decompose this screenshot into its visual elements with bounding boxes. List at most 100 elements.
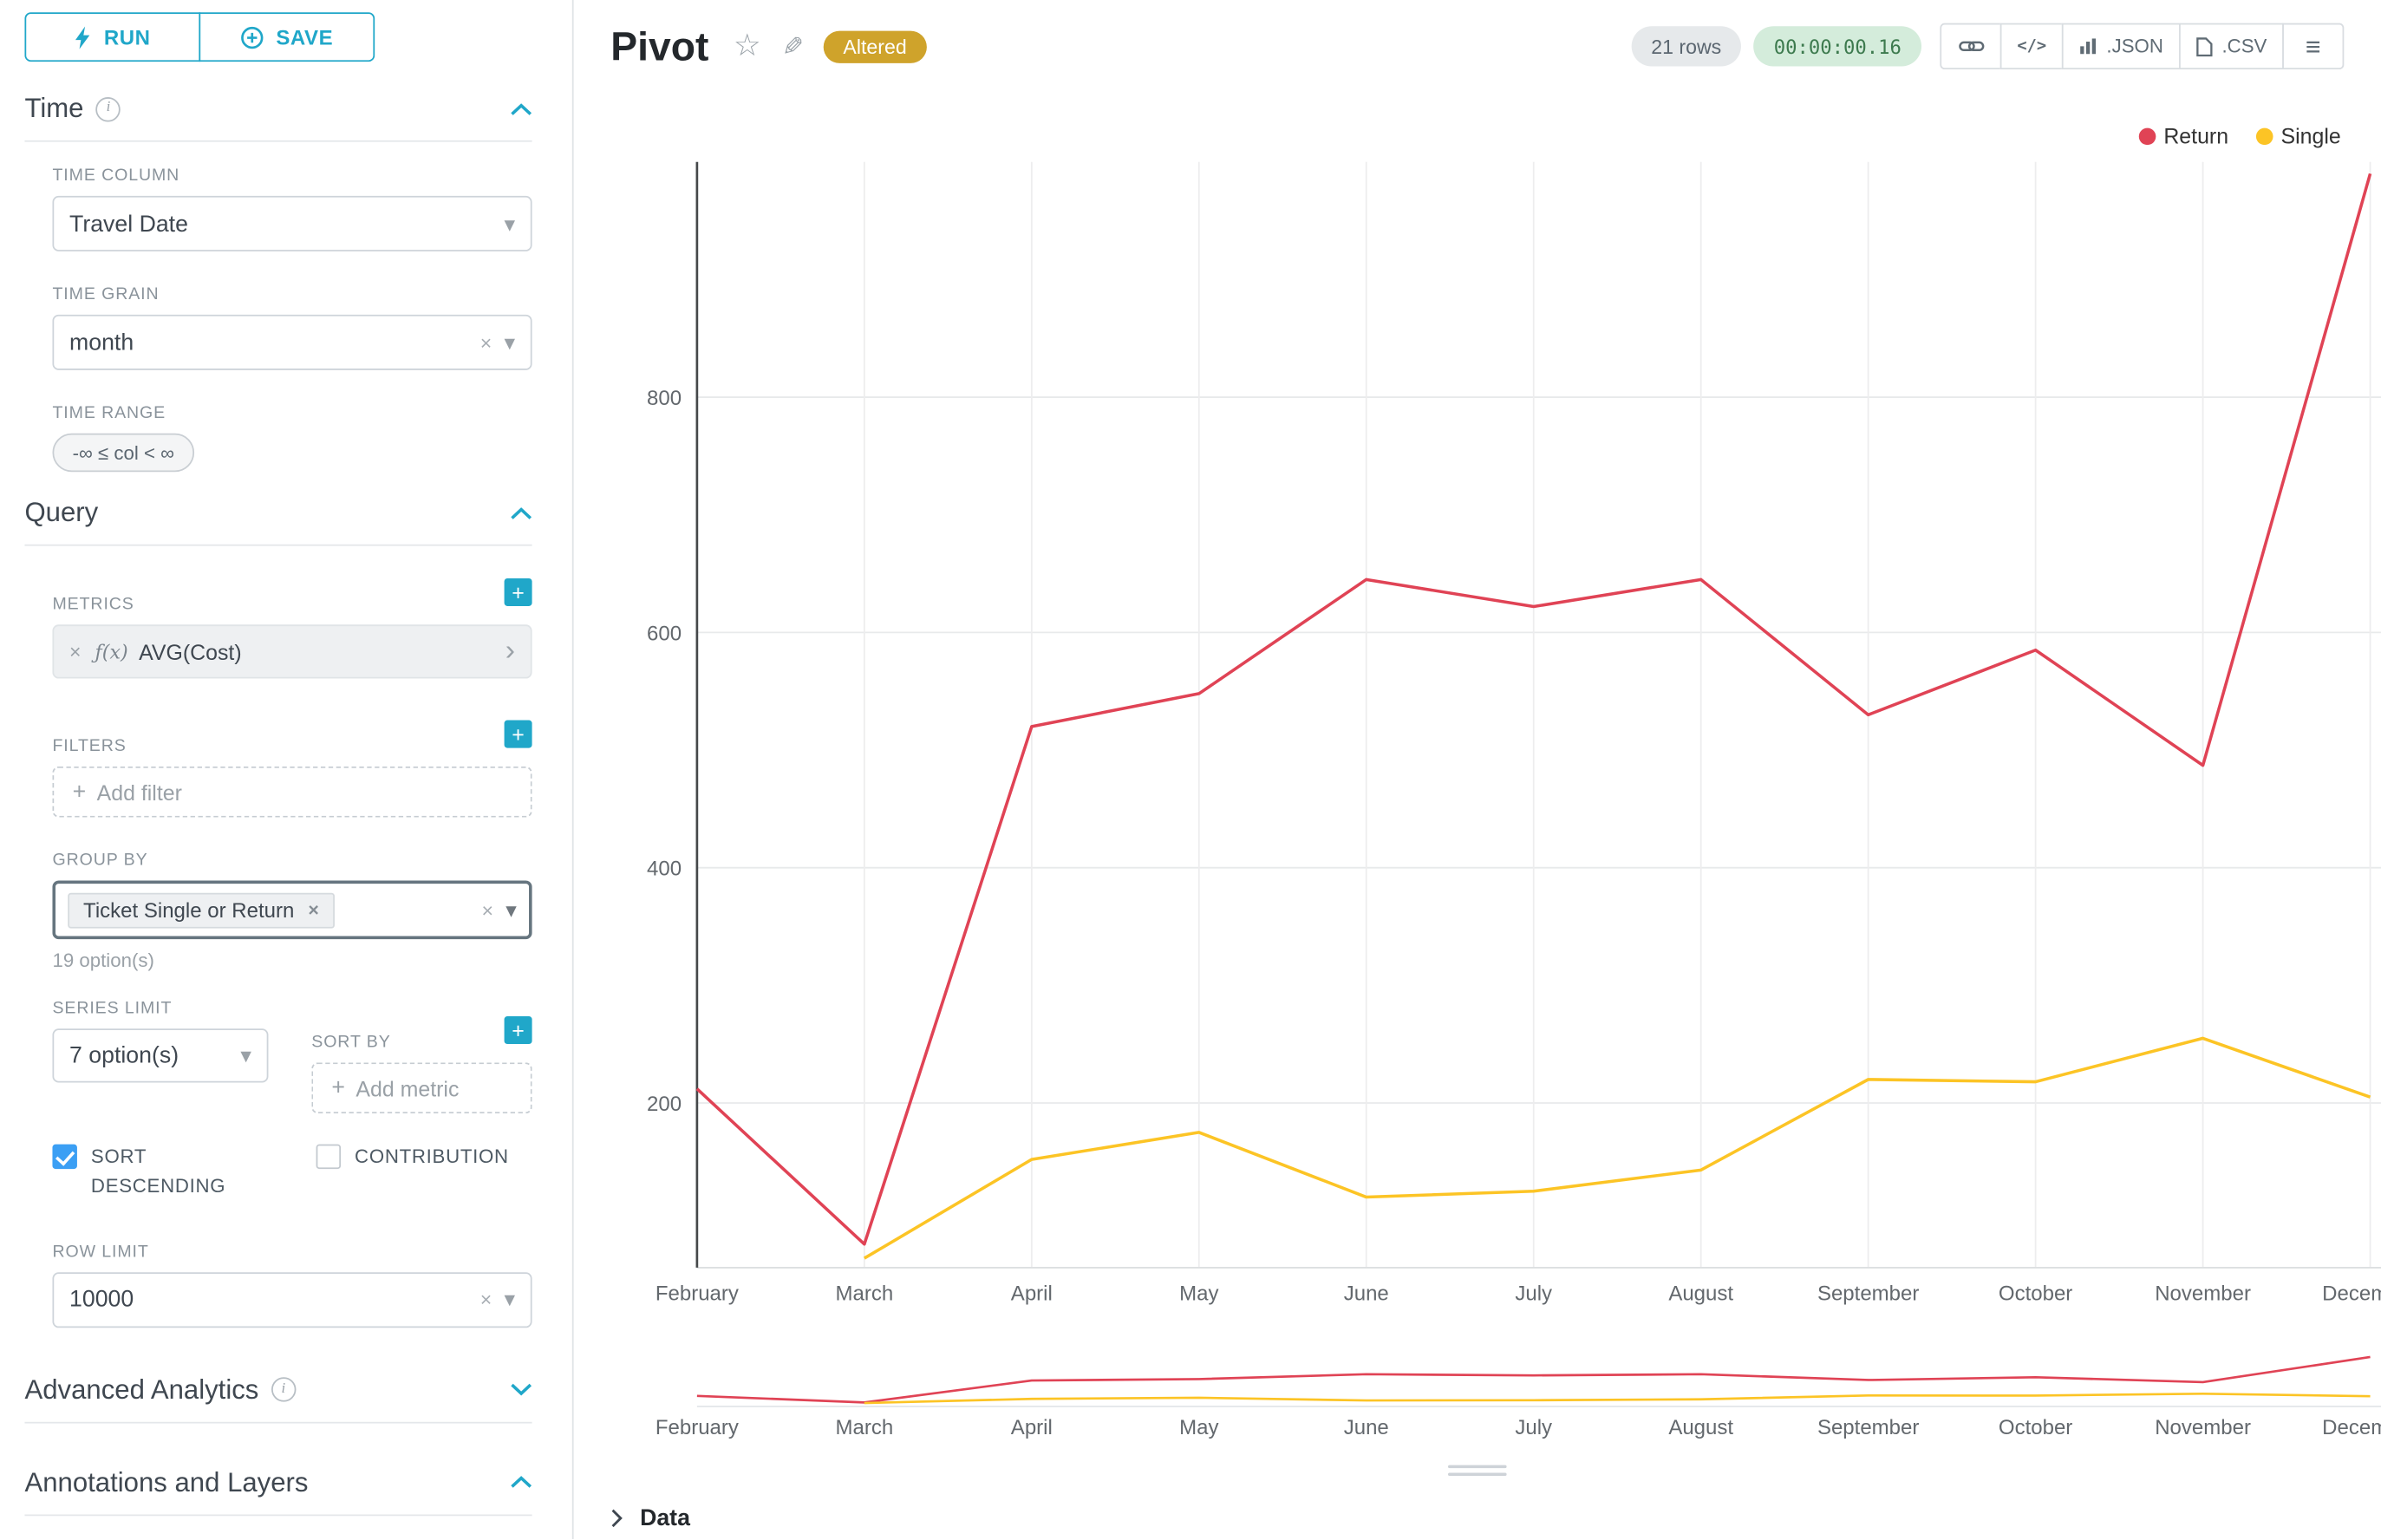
export-json-button[interactable]: .JSON	[2061, 23, 2181, 70]
fx-icon: ƒ(x)	[95, 640, 128, 663]
query-section-header[interactable]: Query	[24, 472, 532, 546]
chevron-right-icon[interactable]: ›	[505, 635, 516, 669]
resize-handle[interactable]	[1448, 1458, 1507, 1482]
add-sort-metric-placeholder: Add metric	[356, 1075, 460, 1100]
svg-text:400: 400	[647, 858, 682, 881]
chevron-up-icon[interactable]	[511, 102, 532, 115]
svg-text:October: October	[1999, 1282, 2072, 1305]
advanced-analytics-title: Advanced Analytics	[24, 1374, 259, 1405]
svg-text:July: July	[1515, 1282, 1552, 1305]
csv-label: .CSV	[2221, 35, 2267, 57]
sort-descending-option[interactable]: SORT DESCENDING	[52, 1143, 245, 1203]
edit-properties-icon[interactable]: ✎	[780, 31, 804, 62]
svg-text:August: August	[1668, 1282, 1733, 1305]
svg-text:December: December	[2322, 1282, 2381, 1305]
favorite-star-icon[interactable]: ☆	[733, 29, 761, 63]
contribution-checkbox[interactable]	[316, 1144, 342, 1170]
svg-text:November: November	[2155, 1282, 2251, 1305]
time-column-select[interactable]: Travel Date ▾	[52, 195, 532, 251]
chart-panel: Pivot ☆ ✎ Altered 21 rows 00:00:00.16 </…	[574, 0, 2381, 1539]
caret-down-icon: ▾	[504, 1286, 516, 1312]
altered-badge: Altered	[823, 29, 927, 63]
document-icon	[2195, 36, 2213, 56]
add-filter-field[interactable]: + Add filter	[52, 766, 532, 818]
query-controls: METRICS + × ƒ(x) AVG(Cost) › FILTERS + +…	[0, 571, 572, 1328]
svg-text:November: November	[2155, 1416, 2251, 1439]
time-column-label: TIME COLUMN	[52, 166, 180, 186]
time-section-header[interactable]: Time i	[24, 68, 532, 142]
lightning-icon	[75, 25, 91, 49]
series-limit-select[interactable]: 7 option(s) ▾	[52, 1028, 269, 1083]
chart-area[interactable]: Return Single 200 400 600 800 February March A…	[574, 93, 2381, 1450]
metric-value: AVG(Cost)	[139, 639, 242, 664]
action-buttons: RUN SAVE	[24, 12, 571, 62]
contribution-option[interactable]: CONTRIBUTION	[316, 1143, 509, 1203]
add-sort-metric-field[interactable]: + Add metric	[311, 1062, 532, 1114]
data-panel-label: Data	[640, 1504, 690, 1532]
time-column-value: Travel Date	[69, 210, 188, 237]
save-button[interactable]: SAVE	[199, 12, 375, 62]
row-limit-label: ROW LIMIT	[52, 1243, 149, 1262]
contribution-label: CONTRIBUTION	[355, 1145, 509, 1168]
query-section-title: Query	[24, 496, 99, 528]
sort-descending-checkbox[interactable]	[52, 1144, 77, 1170]
annotations-section-title: Annotations and Layers	[24, 1465, 309, 1498]
run-button[interactable]: RUN	[24, 12, 201, 62]
run-label: RUN	[103, 25, 151, 49]
add-sort-metric-button[interactable]: +	[504, 1016, 532, 1045]
svg-text:April: April	[1011, 1282, 1053, 1305]
info-icon: i	[271, 1377, 297, 1403]
group-by-chip-label: Ticket Single or Return	[83, 897, 295, 922]
add-filter-placeholder: Add filter	[96, 780, 182, 805]
embed-code-button[interactable]: </>	[1999, 23, 2064, 70]
clear-icon[interactable]: ×	[479, 330, 493, 355]
json-label: .JSON	[2106, 35, 2163, 57]
share-link-button[interactable]	[1940, 23, 2002, 70]
export-button-group: </> .JSON .CSV ≡	[1940, 23, 2345, 70]
add-filter-button[interactable]: +	[504, 720, 532, 748]
time-range-label: TIME RANGE	[52, 403, 166, 423]
chevron-down-icon[interactable]	[511, 1384, 532, 1396]
chevron-up-icon[interactable]	[511, 1476, 532, 1489]
info-icon: i	[95, 96, 121, 121]
group-by-label: GROUP BY	[52, 851, 148, 871]
svg-text:May: May	[1179, 1282, 1218, 1305]
metric-chip[interactable]: × ƒ(x) AVG(Cost) ›	[52, 624, 532, 679]
svg-text:September: September	[1817, 1416, 1919, 1439]
chevron-right-icon	[611, 1509, 623, 1528]
export-csv-button[interactable]: .CSV	[2178, 23, 2284, 70]
annotations-section-header[interactable]: Annotations and Layers	[24, 1441, 532, 1516]
save-label: SAVE	[276, 25, 334, 49]
series-limit-label: SERIES LIMIT	[52, 999, 173, 1018]
line-chart[interactable]: 200 400 600 800 February March April May June Jul…	[574, 93, 2381, 1450]
row-limit-value: 10000	[69, 1286, 134, 1313]
time-range-pill[interactable]: -∞ ≤ col < ∞	[52, 433, 195, 473]
caret-down-icon: ▾	[504, 210, 516, 236]
clear-icon[interactable]: ×	[481, 897, 494, 922]
time-controls: TIME COLUMN Travel Date ▾ TIME GRAIN mon…	[0, 166, 572, 473]
group-by-chip[interactable]: Ticket Single or Return ×	[68, 891, 335, 928]
time-grain-select[interactable]: month × ▾	[52, 314, 532, 370]
svg-text:June: June	[1344, 1416, 1389, 1439]
chevron-up-icon[interactable]	[511, 506, 532, 519]
advanced-analytics-header[interactable]: Advanced Analytics i	[24, 1349, 532, 1424]
add-metric-button[interactable]: +	[504, 578, 532, 606]
remove-metric-icon[interactable]: ×	[69, 640, 82, 663]
legend-label-return: Return	[2163, 123, 2229, 148]
remove-chip-icon[interactable]: ×	[308, 898, 319, 921]
caret-down-icon: ▾	[240, 1042, 251, 1067]
legend-item-single[interactable]: Single	[2256, 123, 2341, 148]
svg-text:May: May	[1179, 1416, 1218, 1439]
legend-item-return[interactable]: Return	[2138, 123, 2229, 148]
row-limit-select[interactable]: 10000 × ▾	[52, 1271, 532, 1328]
time-range-value: -∞ ≤ col < ∞	[72, 441, 174, 464]
data-panel-toggle[interactable]: Data	[574, 1490, 2381, 1531]
group-by-select[interactable]: Ticket Single or Return × × ▾	[52, 880, 532, 940]
caret-down-icon: ▾	[504, 329, 516, 355]
resize-strip	[574, 1450, 2381, 1490]
clear-icon[interactable]: ×	[479, 1288, 493, 1312]
menu-button[interactable]: ≡	[2282, 23, 2345, 70]
control-panel: RUN SAVE Time i TIME COLUMN Travel Date …	[0, 0, 574, 1539]
sort-descending-label: SORT DESCENDING	[90, 1145, 226, 1197]
